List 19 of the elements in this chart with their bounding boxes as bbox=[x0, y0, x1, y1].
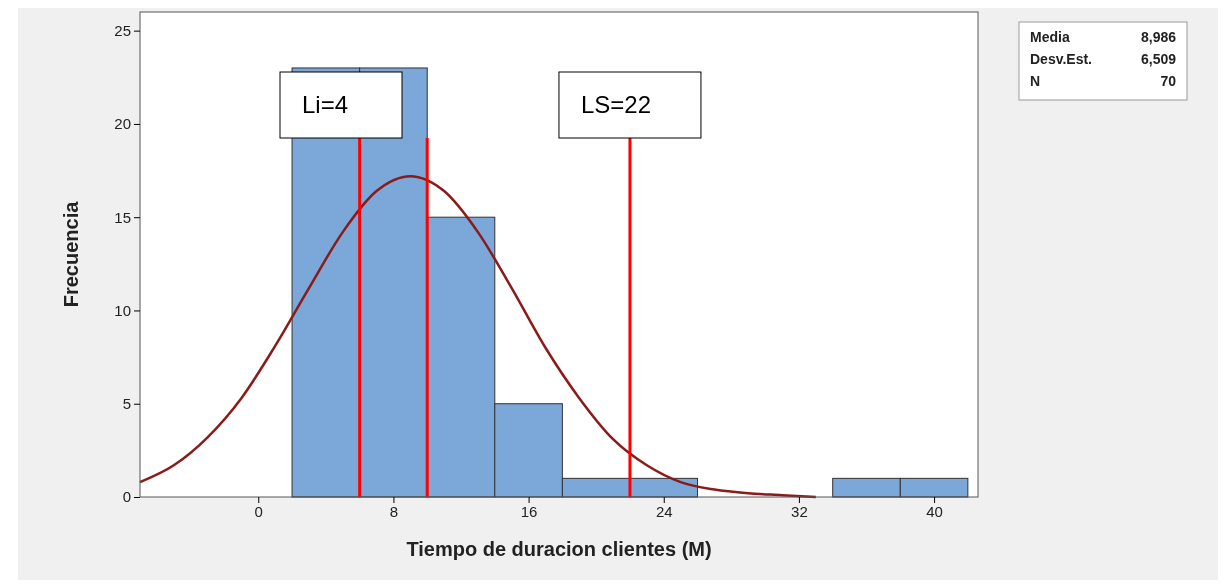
y-tick-label: 0 bbox=[122, 488, 131, 506]
text: Desv.Est. 6,509 bbox=[1030, 51, 1176, 67]
y-tick-label: 25 bbox=[114, 21, 131, 39]
x-axis-title: Tiempo de duracion clientes (M) bbox=[406, 538, 712, 560]
x-tick-label: 32 bbox=[791, 502, 808, 520]
x-tick-label: 24 bbox=[655, 502, 673, 520]
x-tick-label: 40 bbox=[926, 502, 943, 520]
y-tick-label: 10 bbox=[114, 301, 131, 319]
x-tick-label: 8 bbox=[389, 502, 399, 520]
y-tick-label: 20 bbox=[114, 115, 131, 133]
text: Media 8,986 bbox=[1030, 29, 1176, 45]
x-tick-label: 0 bbox=[254, 502, 263, 520]
annotation: Li=4 bbox=[302, 91, 349, 118]
x-tick-label: 16 bbox=[520, 502, 538, 520]
y-tick-label: 15 bbox=[114, 208, 131, 226]
ref-line-label: LS=22 bbox=[580, 91, 652, 118]
y-tick-label: 5 bbox=[122, 395, 131, 413]
y-axis-title: Frecuencia bbox=[60, 200, 82, 308]
text: N 70 bbox=[1030, 73, 1176, 89]
